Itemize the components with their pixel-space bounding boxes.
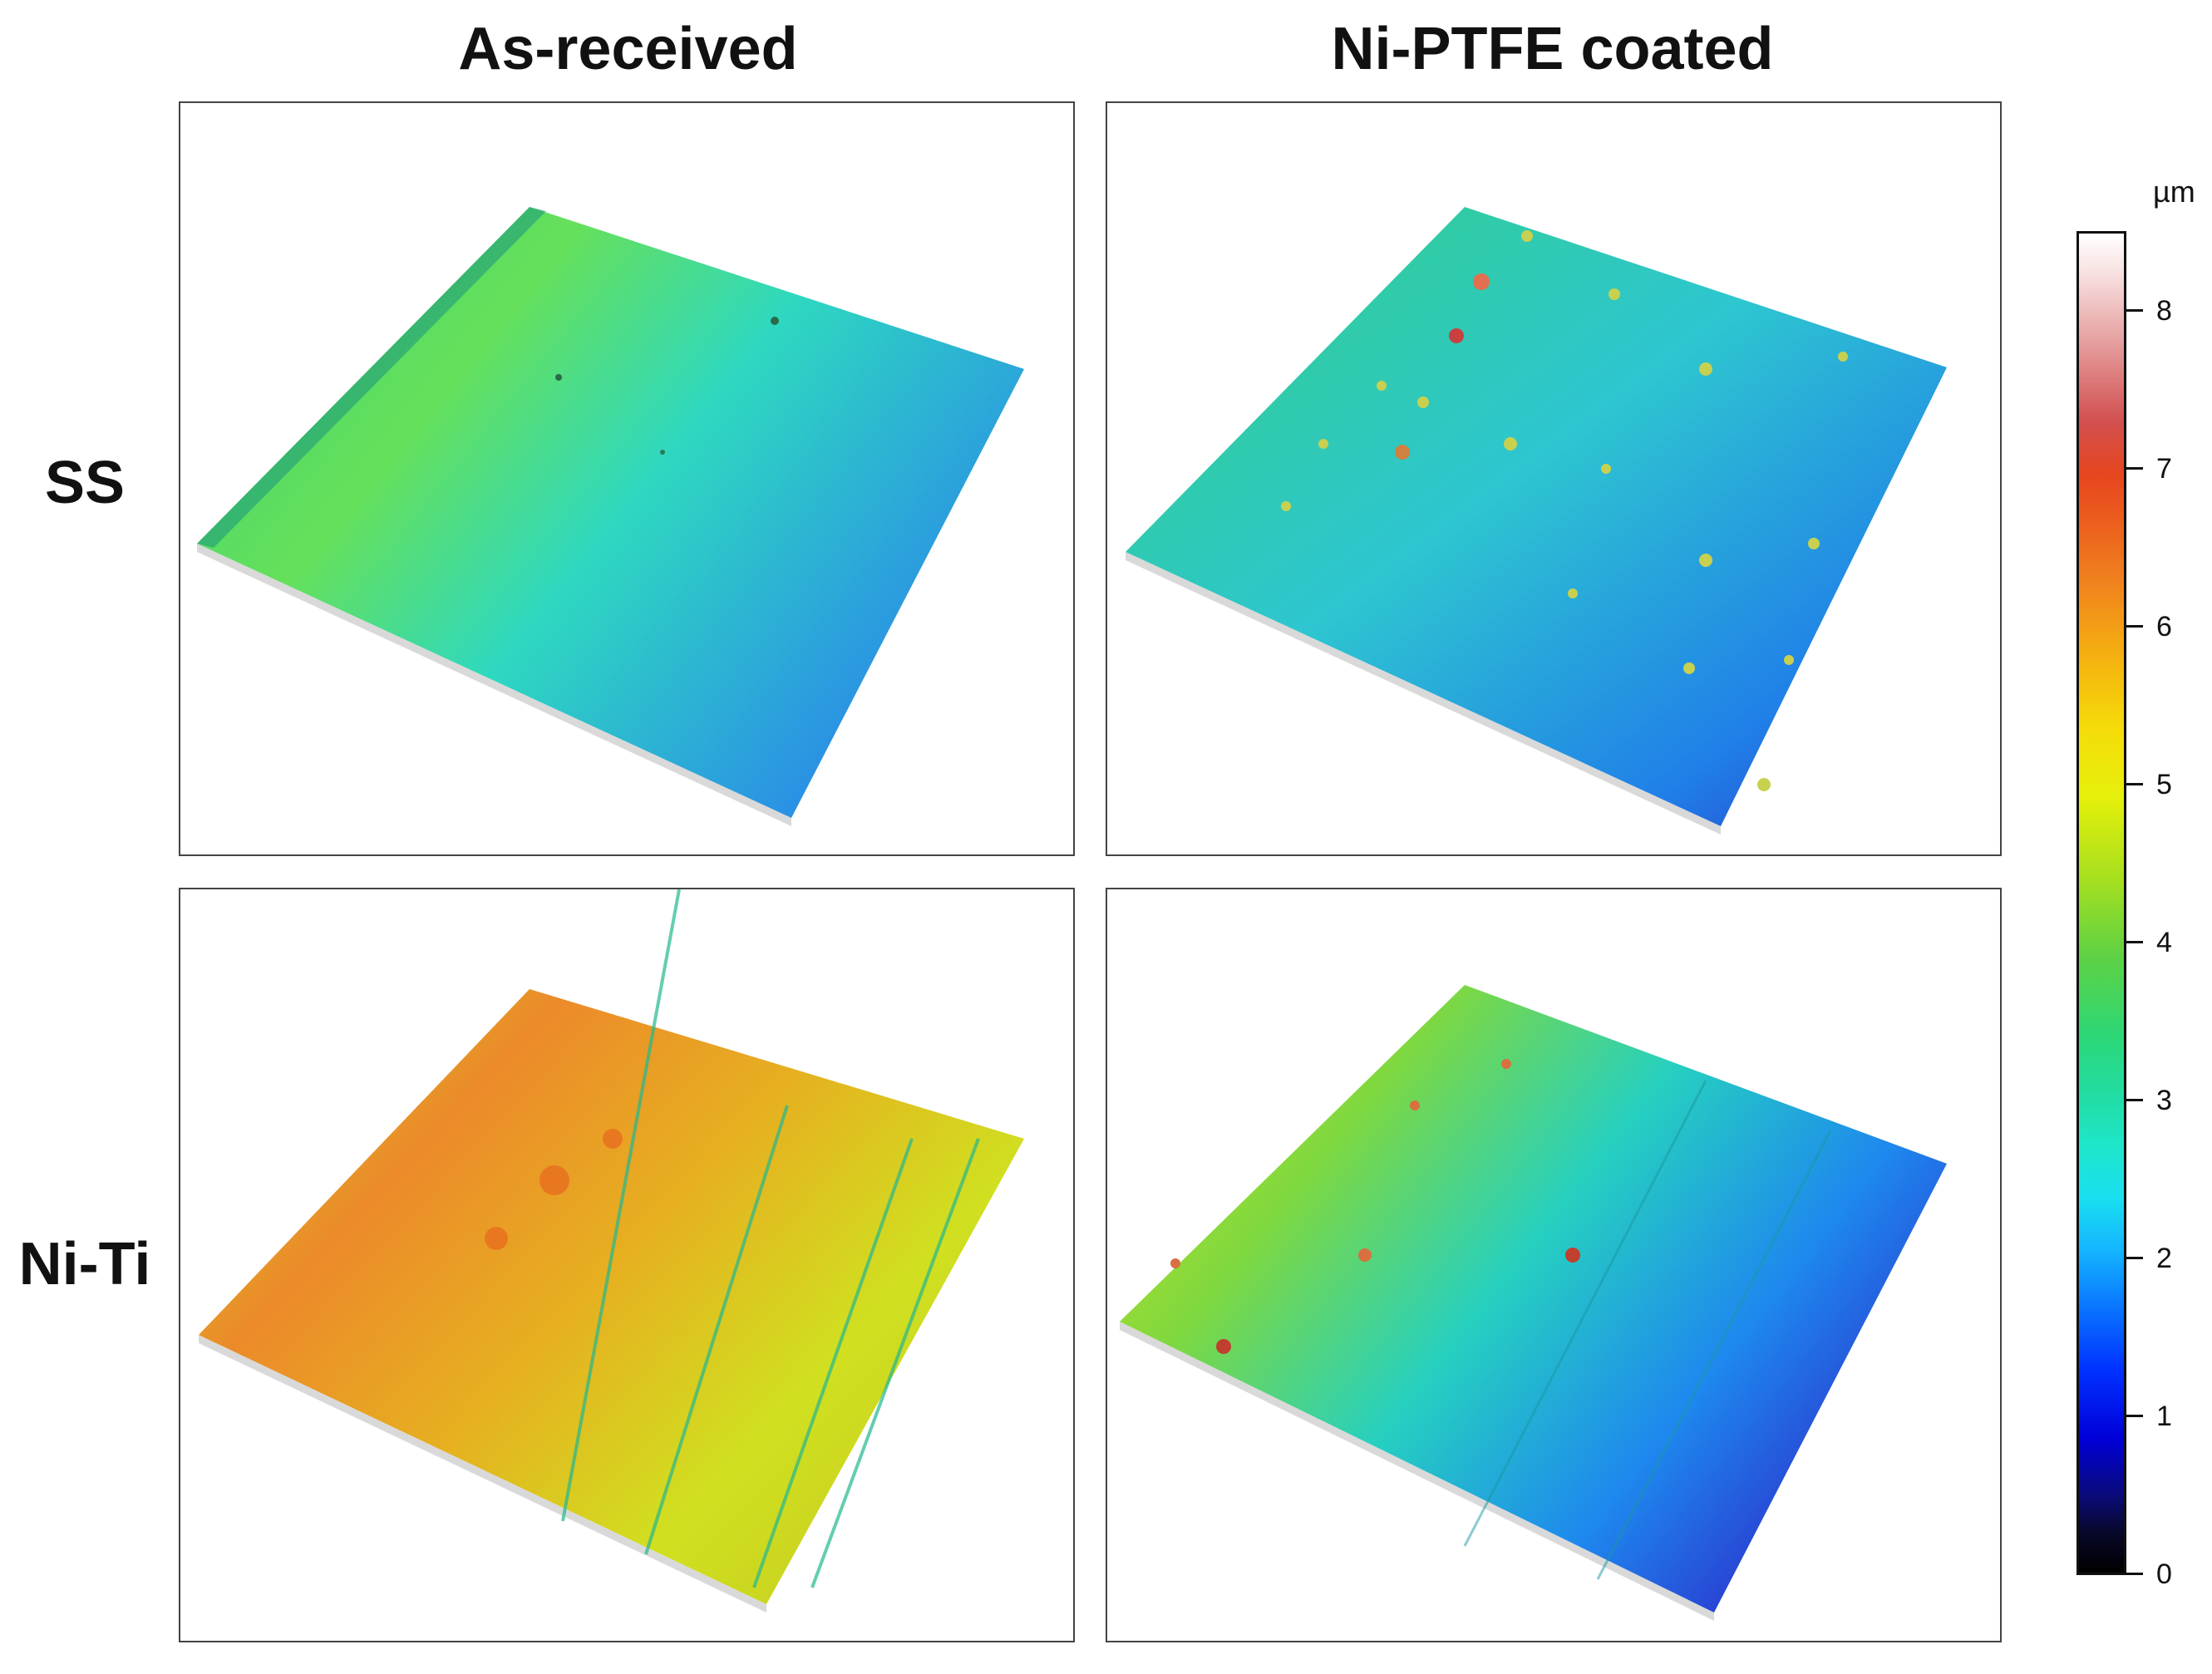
colorbar-label: 6 (2156, 611, 2172, 643)
colorbar-tick (2126, 1573, 2143, 1575)
colorbar-tick (2126, 625, 2143, 628)
colorbar-label: 1 (2156, 1401, 2172, 1432)
row-label-ni-ti: Ni-Ti (18, 1231, 151, 1297)
panel-ni-ti-ni-ptfe-coated (1106, 888, 2002, 1642)
colorbar-tick (2126, 941, 2143, 943)
colorbar-label: 7 (2156, 453, 2172, 485)
colorbar-label: 4 (2156, 927, 2172, 958)
colorbar-unit: µm (2153, 175, 2195, 209)
colorbar-label: 8 (2156, 295, 2172, 327)
colorbar-label: 3 (2156, 1085, 2172, 1116)
colorbar-tick (2126, 783, 2143, 785)
column-title-ni-ptfe-coated: Ni-PTFE coated (1331, 16, 1774, 82)
surface-map-ss-as-received (197, 207, 1024, 826)
colorbar-tick (2126, 467, 2143, 470)
panel-ss-ni-ptfe-coated (1106, 101, 2002, 856)
surface-map-ni-ti-as-received (199, 889, 1024, 1612)
colorbar-label: 5 (2156, 769, 2172, 800)
row-label-ss: SS (44, 450, 126, 516)
column-title-as-received: As-received (458, 16, 798, 82)
panel-ni-ti-as-received (179, 888, 1075, 1642)
colorbar-tick (2126, 1257, 2143, 1259)
surface-map-ss-ni-ptfe-coated (1126, 207, 1947, 835)
colorbar-label: 0 (2156, 1558, 2172, 1590)
colorbar-tick (2126, 1415, 2143, 1417)
panel-ss-as-received (179, 101, 1075, 856)
colorbar-label: 2 (2156, 1243, 2172, 1274)
colorbar-tick (2126, 309, 2143, 312)
colorbar-tick (2126, 1099, 2143, 1101)
colorbar (2077, 231, 2126, 1575)
surface-map-ni-ti-ni-ptfe-coated (1120, 985, 1947, 1621)
